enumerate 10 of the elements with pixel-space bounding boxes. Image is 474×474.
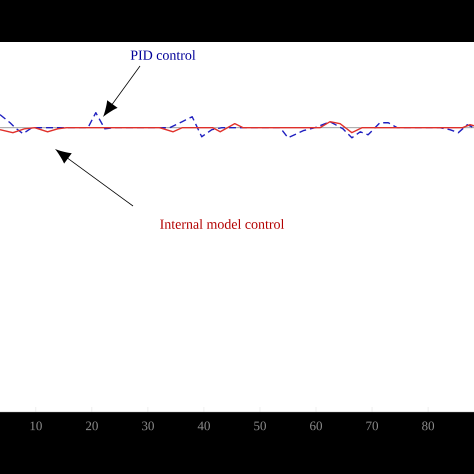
x-tick-label: 60 — [310, 422, 322, 430]
text: Internal model control — [160, 219, 284, 229]
x-tick-label: 50 — [254, 422, 266, 430]
x-tick-label: 30 — [142, 422, 154, 430]
text: PID control — [130, 50, 196, 60]
x-tick-label: 70 — [366, 422, 378, 430]
x-tick-label: 80 — [422, 422, 434, 430]
x-tick-label: 20 — [86, 422, 98, 430]
x-tick-label: 10 — [30, 422, 42, 430]
x-tick-label: 40 — [198, 422, 210, 430]
